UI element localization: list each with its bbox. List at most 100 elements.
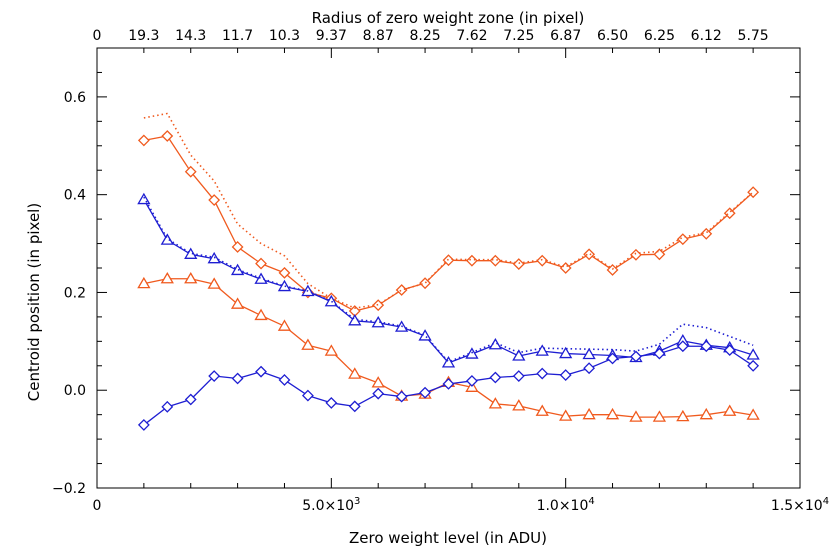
axes-layer: 0 5.0×103 1.0×104 1.5×104 −0.2 0.0 0.2 0.4 0.6 0 1…: [52, 28, 829, 514]
plot-frame: [96, 47, 801, 489]
data-point: [254, 308, 268, 321]
data-point: [324, 344, 338, 356]
data-point: [606, 352, 619, 365]
data-point: [278, 374, 291, 386]
data-point: [255, 257, 267, 270]
data-point: [747, 359, 760, 372]
data-point: [630, 248, 642, 261]
data-point: [184, 271, 198, 284]
data-point: [184, 393, 197, 406]
data-point: [583, 248, 596, 261]
y-tick-label: 0.0: [64, 383, 86, 399]
data-point: [652, 410, 667, 422]
data-point: [559, 369, 572, 381]
data-point: [535, 344, 549, 356]
data-point: [231, 372, 244, 385]
data-point: [301, 389, 314, 402]
data-point: [230, 263, 245, 276]
data-point: [536, 367, 549, 380]
data-point: [160, 233, 174, 245]
x-tick-label: 1.0×104: [537, 496, 595, 514]
y-tick-label: 0.6: [64, 90, 86, 106]
data-point: [699, 407, 713, 420]
data-point: [700, 340, 713, 353]
top-tick-label: 11.7: [222, 28, 253, 44]
data-point: [278, 266, 291, 279]
data-point: [160, 271, 174, 284]
data-point: [535, 404, 549, 416]
data-point: [207, 277, 221, 289]
top-tick-label: 7.62: [456, 28, 487, 44]
top-tick-label: 14.3: [175, 28, 206, 44]
data-point: [371, 376, 385, 388]
data-point: [441, 356, 456, 368]
data-point: [536, 254, 549, 267]
data-point: [372, 387, 385, 400]
series-layer: [137, 112, 760, 431]
data-point: [489, 254, 502, 267]
data-point: [488, 397, 502, 409]
data-point: [746, 408, 760, 420]
y-tick-label: 0.4: [64, 188, 86, 204]
data-point: [301, 338, 315, 350]
data-point: [277, 319, 292, 331]
y-axis-title: Centroid position (in pixel): [25, 203, 43, 401]
data-point: [488, 337, 502, 350]
data-point: [723, 207, 736, 220]
data-point: [208, 194, 221, 206]
data-point: [137, 192, 151, 205]
series-0: [137, 130, 760, 317]
data-point: [208, 370, 221, 382]
data-point: [348, 314, 362, 326]
x-tick-label: 5.0×103: [302, 496, 360, 514]
data-point: [746, 348, 760, 360]
data-point: [466, 375, 478, 387]
data-point: [395, 390, 408, 403]
data-point: [512, 399, 526, 411]
top-tick-label: 6.50: [597, 28, 628, 44]
data-point: [137, 276, 151, 289]
data-point: [676, 340, 689, 353]
x-tick-exponent: 4: [588, 496, 594, 507]
data-point: [325, 397, 338, 409]
data-point: [161, 400, 174, 413]
data-point: [653, 347, 666, 360]
series-2: [137, 271, 760, 422]
data-point: [559, 346, 573, 359]
data-point: [606, 264, 619, 276]
x-tick-label: 1.5×104: [771, 496, 829, 514]
data-point: [184, 165, 197, 178]
data-point: [231, 241, 244, 253]
top-tick-label: 8.87: [363, 28, 394, 44]
data-point: [277, 279, 292, 292]
y-tick-label: 0.2: [64, 285, 86, 301]
data-point: [442, 377, 455, 390]
data-point: [466, 254, 478, 267]
data-point: [676, 409, 690, 422]
data-point: [676, 233, 689, 246]
x-tick-label: 0: [93, 498, 102, 514]
data-point: [184, 247, 198, 259]
top-tick-label: 9.37: [316, 28, 347, 44]
series-1: [143, 112, 754, 309]
top-tick-label: 5.75: [738, 28, 769, 44]
data-point: [582, 407, 596, 420]
series-line: [143, 112, 754, 309]
top-tick-label: 6.25: [644, 28, 675, 44]
data-point: [161, 130, 174, 142]
series-4: [143, 196, 754, 363]
data-point: [629, 410, 643, 422]
data-point: [419, 386, 431, 399]
data-point: [559, 409, 573, 421]
series-line: [143, 196, 754, 363]
data-point: [324, 294, 338, 307]
data-point: [419, 277, 431, 290]
top-tick-label: 6.87: [550, 28, 581, 44]
top-tick-label: 7.25: [503, 28, 534, 44]
x-tick-exponent: 4: [823, 496, 829, 507]
data-point: [489, 371, 502, 384]
data-point: [137, 419, 150, 431]
data-point: [512, 370, 525, 382]
data-point: [255, 365, 267, 378]
top-tick-label: 0: [93, 28, 102, 44]
